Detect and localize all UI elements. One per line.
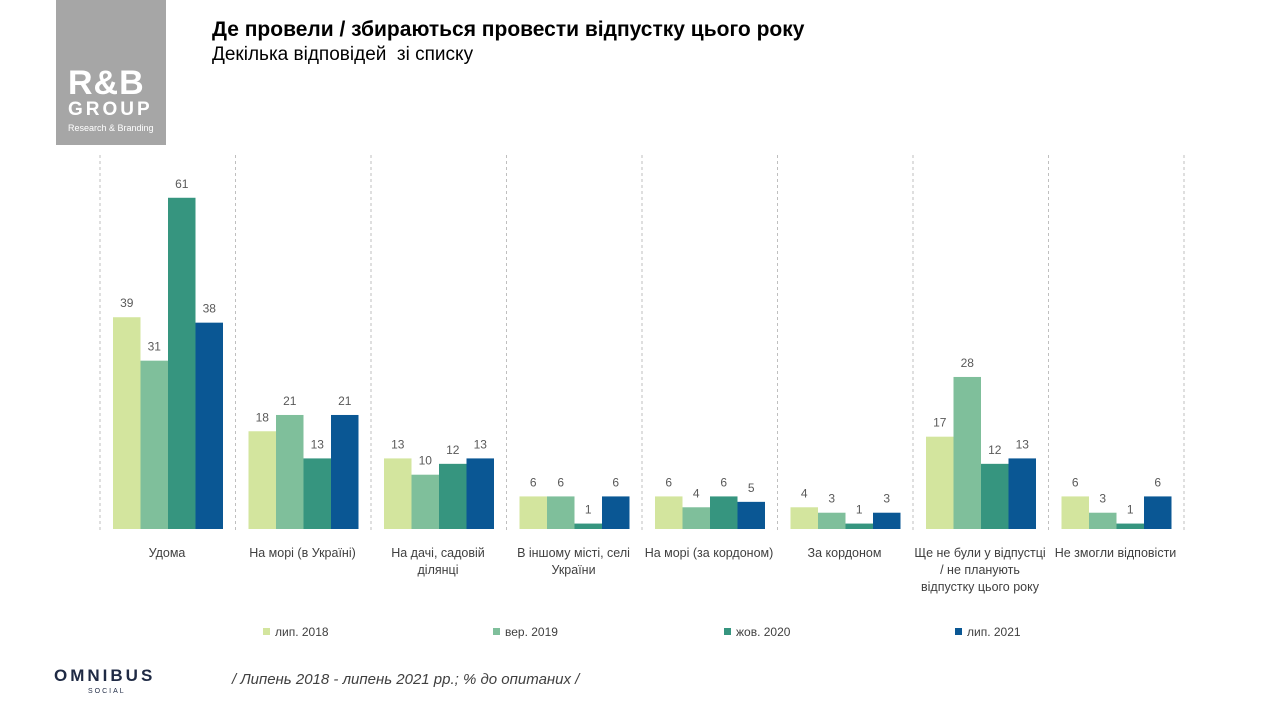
data-label: 21 bbox=[283, 394, 297, 408]
bar bbox=[1008, 458, 1036, 529]
legend-label: лип. 2018 bbox=[275, 625, 329, 639]
bar bbox=[981, 463, 1009, 529]
data-label: 1 bbox=[585, 503, 592, 517]
data-label: 13 bbox=[1016, 437, 1030, 451]
data-label: 38 bbox=[203, 302, 217, 316]
bar bbox=[602, 496, 630, 529]
bar bbox=[195, 322, 223, 529]
bar bbox=[926, 436, 954, 529]
bar bbox=[168, 197, 196, 529]
bar bbox=[682, 507, 710, 529]
rb-group-logo: R&B GROUP Research & Branding bbox=[56, 0, 166, 145]
data-label: 3 bbox=[1099, 492, 1106, 506]
legend-swatch bbox=[724, 628, 731, 635]
bar bbox=[466, 458, 494, 529]
bar bbox=[1089, 512, 1117, 529]
data-label: 6 bbox=[665, 475, 672, 489]
category-label: На морі (за кордоном) bbox=[644, 546, 774, 560]
bar bbox=[519, 496, 547, 529]
bar bbox=[790, 507, 818, 529]
data-label: 18 bbox=[256, 410, 270, 424]
data-label: 6 bbox=[530, 475, 537, 489]
logo-group-text: GROUP bbox=[68, 99, 153, 120]
bar bbox=[248, 431, 276, 529]
data-label: 1 bbox=[1127, 503, 1134, 517]
data-label: 13 bbox=[311, 437, 325, 451]
data-label: 5 bbox=[748, 481, 755, 495]
category-label: На морі (в Україні) bbox=[249, 546, 356, 560]
legend-swatch bbox=[493, 628, 500, 635]
omnibus-logo-sub: SOCIAL bbox=[88, 688, 126, 695]
bar bbox=[818, 512, 846, 529]
bar bbox=[737, 501, 765, 529]
data-label: 39 bbox=[120, 296, 134, 310]
bar bbox=[411, 474, 439, 529]
data-label: 13 bbox=[474, 437, 488, 451]
legend-swatch bbox=[955, 628, 962, 635]
bar bbox=[140, 360, 168, 529]
bar bbox=[845, 523, 873, 529]
legend-item: вер. 2019 bbox=[493, 625, 558, 639]
data-label: 1 bbox=[856, 503, 863, 517]
data-label: 6 bbox=[557, 475, 564, 489]
data-label: 21 bbox=[338, 394, 352, 408]
legend-item: жов. 2020 bbox=[724, 625, 790, 639]
data-label: 31 bbox=[148, 340, 162, 354]
data-label: 6 bbox=[1154, 475, 1161, 489]
legend-label: вер. 2019 bbox=[505, 625, 558, 639]
bar bbox=[439, 463, 467, 529]
data-label: 12 bbox=[446, 443, 460, 457]
legend-swatch bbox=[263, 628, 270, 635]
data-label: 4 bbox=[693, 486, 700, 500]
bar bbox=[547, 496, 575, 529]
bar bbox=[953, 376, 981, 529]
data-label: 28 bbox=[961, 356, 975, 370]
category-label: Ще не були у відпустці / не планують від… bbox=[914, 546, 1046, 594]
data-label: 61 bbox=[175, 177, 189, 191]
category-label: В іншому місті, селі України bbox=[517, 546, 630, 577]
legend-label: лип. 2021 bbox=[967, 625, 1021, 639]
data-label: 3 bbox=[828, 492, 835, 506]
data-label: 4 bbox=[801, 486, 808, 500]
logo-mark: R&B bbox=[68, 64, 145, 102]
legend-item: лип. 2021 bbox=[955, 625, 1021, 639]
category-label: Не змогли відповісти bbox=[1054, 546, 1177, 560]
bar bbox=[574, 523, 602, 529]
category-label: Удома bbox=[148, 546, 186, 560]
bar bbox=[1061, 496, 1089, 529]
bar bbox=[1116, 523, 1144, 529]
legend-item: лип. 2018 bbox=[263, 625, 329, 639]
chart-subtitle: Декілька відповідей зі списку bbox=[212, 44, 474, 65]
category-label: На дачі, садовій ділянці bbox=[391, 546, 485, 577]
bar bbox=[655, 496, 683, 529]
bar bbox=[303, 458, 331, 529]
bar bbox=[276, 414, 304, 529]
bar bbox=[710, 496, 738, 529]
data-label: 13 bbox=[391, 437, 405, 451]
footnote: / Липень 2018 - липень 2021 рр.; % до оп… bbox=[232, 671, 580, 688]
legend-label: жов. 2020 bbox=[736, 625, 791, 639]
data-label: 6 bbox=[612, 475, 619, 489]
data-label: 6 bbox=[720, 475, 727, 489]
chart-title: Де провели / збираються провести відпуст… bbox=[212, 18, 805, 41]
data-label: 6 bbox=[1072, 475, 1079, 489]
omnibus-logo: OMNIBUS bbox=[54, 666, 156, 685]
bar bbox=[1144, 496, 1172, 529]
data-label: 10 bbox=[419, 454, 433, 468]
category-label: За кордоном bbox=[807, 546, 882, 560]
bar bbox=[331, 414, 359, 529]
logo-tagline: Research & Branding bbox=[68, 123, 154, 133]
data-label: 17 bbox=[933, 416, 947, 430]
bar bbox=[384, 458, 412, 529]
bar bbox=[873, 512, 901, 529]
data-label: 12 bbox=[988, 443, 1002, 457]
bar bbox=[113, 317, 141, 529]
data-label: 3 bbox=[883, 492, 890, 506]
